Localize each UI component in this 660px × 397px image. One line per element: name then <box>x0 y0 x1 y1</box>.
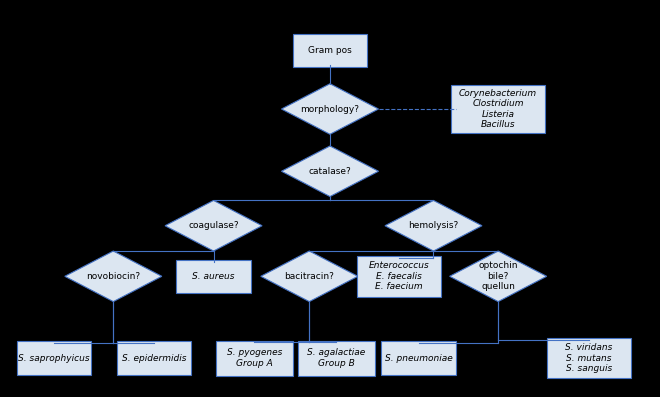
Polygon shape <box>281 84 379 134</box>
Text: coagulase?: coagulase? <box>188 221 239 230</box>
FancyBboxPatch shape <box>451 85 545 133</box>
Text: novobiocin?: novobiocin? <box>86 272 141 281</box>
Polygon shape <box>165 200 262 251</box>
Text: S. pneumoniae: S. pneumoniae <box>385 353 453 362</box>
FancyBboxPatch shape <box>176 260 251 293</box>
Text: catalase?: catalase? <box>309 167 351 176</box>
Polygon shape <box>261 251 358 302</box>
FancyBboxPatch shape <box>117 341 191 374</box>
Text: optochin
bile?
quellun: optochin bile? quellun <box>478 261 518 291</box>
FancyBboxPatch shape <box>293 34 367 67</box>
Text: S. aureus: S. aureus <box>192 272 235 281</box>
FancyBboxPatch shape <box>216 341 293 376</box>
Text: S. viridans
S. mutans
S. sanguis: S. viridans S. mutans S. sanguis <box>565 343 612 373</box>
Text: hemolysis?: hemolysis? <box>409 221 459 230</box>
Text: morphology?: morphology? <box>300 104 360 114</box>
Polygon shape <box>281 146 379 197</box>
Text: Gram pos: Gram pos <box>308 46 352 55</box>
FancyBboxPatch shape <box>546 337 631 378</box>
Text: S. pyogenes
Group A: S. pyogenes Group A <box>226 348 282 368</box>
Text: S. saprophyicus: S. saprophyicus <box>18 353 90 362</box>
Text: Corynebacterium
Clostridium
Listeria
Bacillus: Corynebacterium Clostridium Listeria Bac… <box>459 89 537 129</box>
Polygon shape <box>385 200 482 251</box>
FancyBboxPatch shape <box>16 341 91 374</box>
Polygon shape <box>65 251 162 302</box>
Text: S. agalactiae
Group B: S. agalactiae Group B <box>308 348 366 368</box>
Text: bacitracin?: bacitracin? <box>284 272 334 281</box>
FancyBboxPatch shape <box>298 341 376 376</box>
Text: Enterococcus
E. faecalis
E. faecium: Enterococcus E. faecalis E. faecium <box>369 261 430 291</box>
FancyBboxPatch shape <box>381 341 456 374</box>
Polygon shape <box>449 251 546 302</box>
FancyBboxPatch shape <box>357 256 442 297</box>
Text: S. epidermidis: S. epidermidis <box>122 353 186 362</box>
